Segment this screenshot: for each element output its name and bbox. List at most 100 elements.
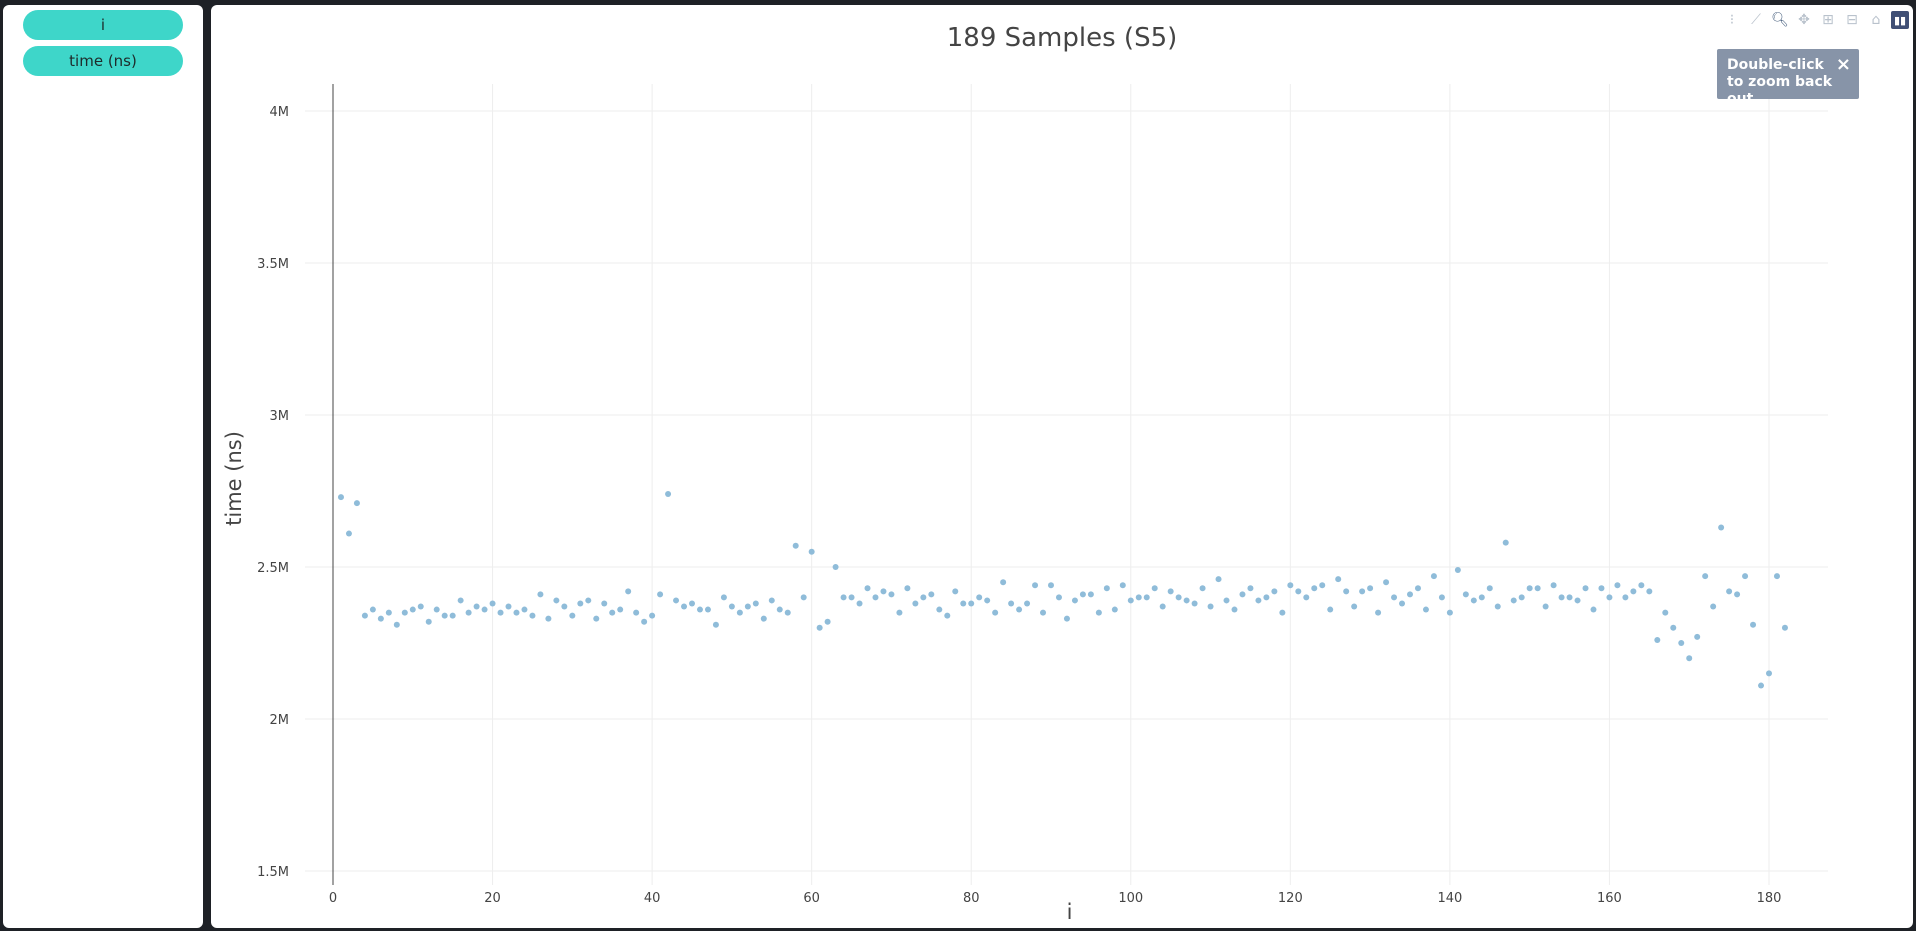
data-point[interactable] [385, 609, 392, 616]
data-point[interactable] [1103, 585, 1110, 592]
scatter-plot[interactable]: 0 20 40 60 80 100 120 140 160 180 1.5M 2M 2.5M 3M 3.5M… [211, 5, 1913, 928]
data-point[interactable] [1247, 585, 1254, 592]
data-point[interactable] [784, 609, 791, 616]
data-point[interactable] [409, 606, 416, 613]
data-point[interactable] [401, 609, 408, 616]
data-point[interactable] [960, 600, 967, 607]
data-point[interactable] [1542, 603, 1549, 610]
data-point[interactable] [625, 588, 632, 595]
data-point[interactable] [944, 612, 951, 619]
data-point[interactable] [1311, 585, 1318, 592]
data-point[interactable] [1478, 594, 1485, 601]
data-point[interactable] [417, 603, 424, 610]
data-point[interactable] [1550, 582, 1557, 589]
data-point[interactable] [1359, 588, 1366, 595]
data-point[interactable] [1590, 606, 1597, 613]
data-point[interactable] [1391, 594, 1398, 601]
data-point[interactable] [1143, 594, 1150, 601]
data-point[interactable] [856, 600, 863, 607]
data-point[interactable] [465, 609, 472, 616]
data-point[interactable] [1414, 585, 1421, 592]
data-point[interactable] [1255, 597, 1262, 604]
data-point[interactable] [824, 618, 831, 625]
data-point[interactable] [840, 594, 847, 601]
pan-icon[interactable]: ✥ [1798, 12, 1810, 28]
data-point[interactable] [896, 609, 903, 616]
data-point[interactable] [1598, 585, 1605, 592]
data-point[interactable] [736, 609, 743, 616]
data-point[interactable] [768, 597, 775, 604]
data-point[interactable] [888, 591, 895, 598]
data-point[interactable] [1638, 582, 1645, 589]
data-point[interactable] [872, 594, 879, 601]
data-point[interactable] [1119, 582, 1126, 589]
data-point[interactable] [1702, 573, 1709, 580]
data-point[interactable] [569, 612, 576, 619]
data-point[interactable] [1016, 606, 1023, 613]
data-point[interactable] [601, 600, 608, 607]
data-point[interactable] [1223, 597, 1230, 604]
data-point[interactable] [1167, 588, 1174, 595]
zoom-out-icon[interactable]: ⊟ [1846, 12, 1858, 28]
data-point[interactable] [792, 542, 799, 549]
line-icon[interactable]: ⟋ [1751, 12, 1761, 28]
data-point[interactable] [1279, 609, 1286, 616]
reset-axes-icon[interactable]: ⌂ [1871, 12, 1881, 28]
data-point[interactable] [1207, 603, 1214, 610]
data-point[interactable] [529, 612, 536, 619]
data-point[interactable] [848, 594, 855, 601]
data-point[interactable] [1462, 591, 1469, 598]
data-point[interactable] [1678, 640, 1685, 646]
data-point[interactable] [1263, 594, 1270, 601]
data-point[interactable] [1048, 582, 1054, 589]
data-point[interactable] [1183, 597, 1190, 604]
data-point[interactable] [1718, 524, 1725, 531]
data-point[interactable] [561, 603, 568, 610]
data-point[interactable] [1726, 588, 1733, 595]
data-point[interactable] [1191, 600, 1198, 607]
data-point[interactable] [609, 609, 616, 616]
data-point[interactable] [545, 615, 552, 622]
data-point[interactable] [720, 594, 727, 601]
zoom-in-icon[interactable]: ⊞ [1822, 12, 1834, 28]
data-point[interactable] [744, 603, 751, 610]
data-point[interactable] [1486, 585, 1493, 592]
data-point[interactable] [489, 600, 496, 607]
data-point[interactable] [369, 606, 376, 613]
data-point[interactable] [1024, 600, 1031, 607]
data-point[interactable] [1558, 594, 1565, 601]
data-point[interactable] [665, 491, 672, 498]
data-point[interactable] [1606, 594, 1613, 601]
data-point[interactable] [728, 603, 735, 610]
data-point[interactable] [345, 530, 352, 537]
data-point[interactable] [673, 597, 680, 604]
data-point[interactable] [1654, 636, 1661, 643]
data-point[interactable] [1646, 588, 1653, 595]
data-point[interactable] [1582, 585, 1589, 592]
data-point[interactable] [1271, 588, 1278, 595]
data-point[interactable] [904, 585, 911, 592]
data-point[interactable] [752, 600, 759, 607]
data-point[interactable] [984, 597, 991, 604]
data-point[interactable] [912, 600, 919, 607]
data-point[interactable] [393, 621, 400, 628]
data-point[interactable] [1127, 597, 1134, 604]
data-point[interactable] [1454, 567, 1461, 574]
data-point[interactable] [1502, 539, 1509, 546]
data-point[interactable] [864, 585, 871, 592]
data-point[interactable] [1399, 600, 1406, 607]
data-point[interactable] [649, 612, 656, 619]
data-point[interactable] [1781, 624, 1788, 631]
data-point[interactable] [1446, 609, 1453, 616]
data-point[interactable] [1686, 655, 1693, 662]
data-point[interactable] [832, 564, 839, 570]
data-point[interactable] [776, 606, 783, 613]
data-point[interactable] [1135, 594, 1142, 601]
data-point[interactable] [1095, 609, 1102, 616]
data-point[interactable] [1526, 585, 1533, 592]
data-point[interactable] [1079, 591, 1086, 598]
data-point[interactable] [593, 615, 600, 622]
data-point[interactable] [808, 548, 815, 555]
data-point[interactable] [1215, 576, 1222, 583]
data-point[interactable] [1008, 600, 1015, 607]
